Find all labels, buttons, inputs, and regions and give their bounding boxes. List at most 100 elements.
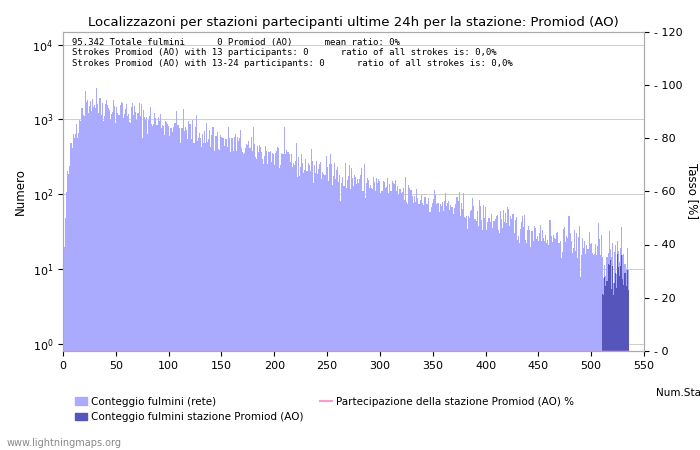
- Bar: [88, 112, 89, 450]
- Bar: [448, 201, 449, 450]
- Text: 95.342 Totale fulmini      0 Promiod (AO)      mean ratio: 0%
Strokes Promiod (A: 95.342 Totale fulmini 0 Promiod (AO) mea…: [71, 38, 512, 68]
- Bar: [424, 197, 425, 450]
- Bar: [470, 212, 471, 450]
- Bar: [331, 163, 332, 450]
- Bar: [465, 218, 466, 450]
- Bar: [548, 245, 550, 450]
- Bar: [385, 188, 386, 450]
- Bar: [490, 222, 491, 450]
- Bar: [414, 196, 415, 450]
- Bar: [536, 239, 537, 450]
- Bar: [561, 258, 562, 450]
- Bar: [580, 277, 581, 450]
- Bar: [266, 151, 267, 450]
- Bar: [384, 182, 385, 450]
- Bar: [259, 145, 260, 450]
- Bar: [276, 151, 277, 450]
- Bar: [155, 118, 157, 450]
- Bar: [494, 219, 496, 450]
- Bar: [240, 130, 241, 450]
- Bar: [243, 153, 244, 450]
- Bar: [557, 232, 558, 450]
- Bar: [479, 200, 480, 450]
- Bar: [473, 206, 475, 450]
- Bar: [168, 126, 169, 450]
- Bar: [550, 236, 552, 450]
- Bar: [354, 175, 355, 450]
- Bar: [486, 230, 487, 450]
- Bar: [158, 117, 159, 450]
- Bar: [628, 290, 629, 450]
- Bar: [118, 115, 120, 450]
- Bar: [322, 172, 323, 450]
- Bar: [147, 135, 148, 450]
- Bar: [162, 125, 163, 450]
- Bar: [462, 209, 463, 450]
- Bar: [286, 150, 288, 450]
- Bar: [330, 154, 331, 450]
- Bar: [526, 243, 527, 450]
- Bar: [353, 186, 354, 450]
- Bar: [215, 136, 216, 450]
- Bar: [503, 210, 504, 450]
- Title: Localizzazoni per stazioni partecipanti ultime 24h per la stazione: Promiod (AO): Localizzazoni per stazioni partecipanti …: [88, 16, 619, 29]
- Bar: [501, 219, 502, 450]
- Bar: [512, 214, 514, 450]
- Bar: [626, 270, 628, 450]
- Bar: [81, 108, 83, 450]
- Bar: [342, 177, 344, 450]
- Bar: [184, 130, 185, 450]
- Bar: [79, 121, 81, 450]
- Bar: [93, 108, 95, 450]
- Bar: [230, 152, 232, 450]
- Bar: [278, 148, 279, 450]
- Bar: [428, 198, 429, 450]
- Bar: [429, 212, 430, 450]
- Bar: [307, 163, 309, 450]
- Bar: [326, 156, 327, 450]
- Bar: [181, 128, 182, 450]
- Bar: [498, 234, 500, 450]
- Bar: [323, 174, 324, 450]
- Bar: [174, 123, 176, 450]
- Bar: [598, 223, 599, 450]
- Bar: [620, 248, 622, 450]
- Bar: [617, 241, 618, 450]
- Bar: [395, 180, 396, 450]
- Bar: [396, 191, 398, 450]
- Bar: [355, 177, 356, 450]
- Bar: [417, 198, 419, 450]
- Bar: [125, 109, 126, 450]
- Bar: [524, 215, 525, 450]
- Bar: [390, 191, 391, 450]
- Bar: [583, 248, 584, 450]
- Bar: [368, 180, 369, 450]
- Bar: [456, 197, 458, 450]
- Bar: [525, 240, 526, 450]
- Bar: [70, 143, 71, 450]
- Bar: [450, 205, 452, 450]
- Bar: [277, 148, 278, 450]
- Bar: [324, 176, 326, 450]
- Bar: [186, 130, 187, 450]
- Bar: [568, 216, 570, 450]
- Bar: [573, 248, 574, 450]
- Bar: [335, 179, 336, 450]
- Bar: [540, 225, 541, 450]
- Bar: [485, 207, 486, 450]
- Bar: [262, 159, 263, 450]
- Bar: [616, 274, 617, 450]
- Bar: [608, 231, 610, 450]
- Bar: [273, 154, 274, 450]
- Bar: [444, 201, 445, 450]
- Bar: [449, 210, 450, 450]
- Bar: [468, 216, 469, 450]
- Bar: [245, 148, 246, 450]
- Bar: [260, 148, 261, 450]
- Bar: [475, 221, 477, 450]
- Bar: [139, 117, 141, 450]
- Bar: [337, 167, 338, 450]
- Bar: [316, 161, 317, 450]
- Bar: [251, 151, 253, 450]
- Bar: [189, 125, 190, 450]
